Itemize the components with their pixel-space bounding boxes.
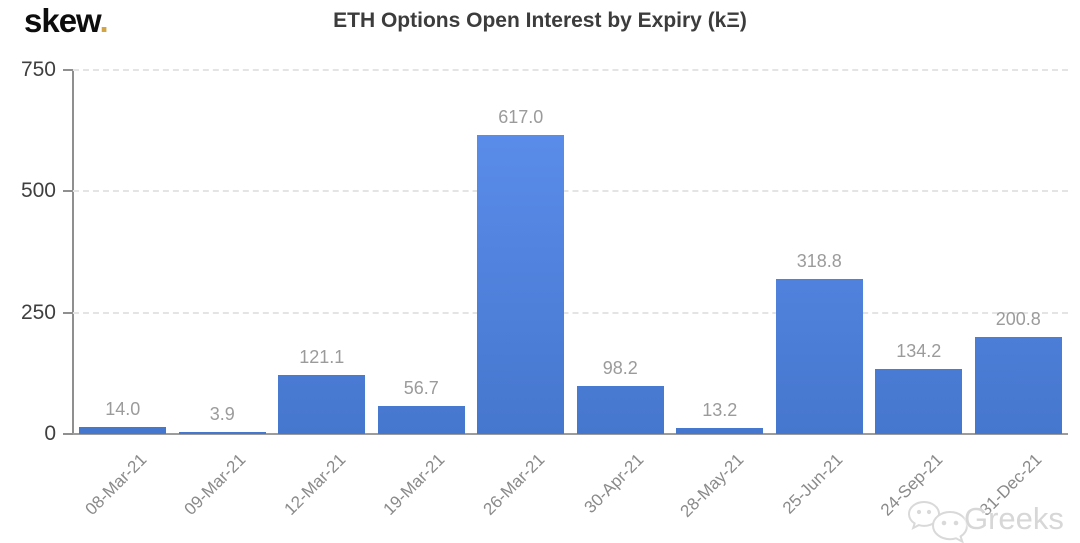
y-axis-line — [72, 70, 74, 434]
bar — [377, 406, 465, 434]
bar — [676, 427, 764, 434]
skew-logo-dot: . — [99, 2, 109, 39]
watermark: Greeks — [906, 494, 1064, 543]
bar — [775, 279, 863, 434]
y-axis-tick — [63, 69, 73, 71]
chart-title: ETH Options Open Interest by Expiry (kΞ) — [333, 9, 747, 32]
bar-value-label: 13.2 — [702, 399, 738, 420]
skew-logo: skew. — [24, 2, 109, 40]
y-gridline — [73, 69, 1068, 71]
y-tick-label: 0 — [44, 422, 56, 445]
bar — [278, 375, 366, 434]
bar-value-label: 56.7 — [403, 378, 439, 399]
y-tick-label: 250 — [20, 300, 56, 324]
x-tick-label: 12-Mar-21 — [280, 450, 350, 519]
bar — [178, 432, 266, 434]
x-tick-label: 08-Mar-21 — [81, 450, 151, 519]
x-tick-label: 09-Mar-21 — [180, 450, 250, 519]
y-axis-tick — [63, 433, 73, 435]
bar-value-label: 121.1 — [299, 347, 345, 368]
y-axis-tick — [63, 190, 73, 193]
x-tick-label: 19-Mar-21 — [379, 450, 449, 519]
bar — [79, 427, 167, 434]
y-tick-label: 750 — [20, 58, 56, 81]
bar-value-label: 318.8 — [796, 251, 842, 272]
y-gridline — [73, 190, 1068, 193]
x-axis-baseline — [63, 433, 1068, 435]
skew-logo-text: skew — [24, 2, 101, 39]
bar-value-label: 134.2 — [896, 340, 942, 361]
x-tick-label: 26-Mar-21 — [479, 450, 549, 519]
y-axis-tick — [63, 311, 73, 314]
bar — [974, 336, 1062, 434]
bar-value-label: 3.9 — [209, 404, 235, 424]
bar — [477, 134, 565, 434]
bar — [875, 368, 963, 434]
y-gridline — [73, 311, 1068, 314]
bar-value-label: 14.0 — [105, 399, 141, 420]
wechat-chat-icon — [907, 500, 969, 543]
bar-value-label: 98.2 — [602, 358, 638, 379]
bar — [576, 386, 664, 434]
y-tick-label: 500 — [20, 179, 56, 203]
bar-value-label: 200.8 — [995, 308, 1041, 329]
x-tick-label: 30-Apr-21 — [580, 450, 648, 517]
x-tick-label: 25-Jun-21 — [779, 450, 847, 518]
bar-value-label: 617.0 — [498, 106, 544, 127]
watermark-text: Greeks — [964, 501, 1064, 536]
x-tick-label: 28-May-21 — [676, 450, 748, 521]
